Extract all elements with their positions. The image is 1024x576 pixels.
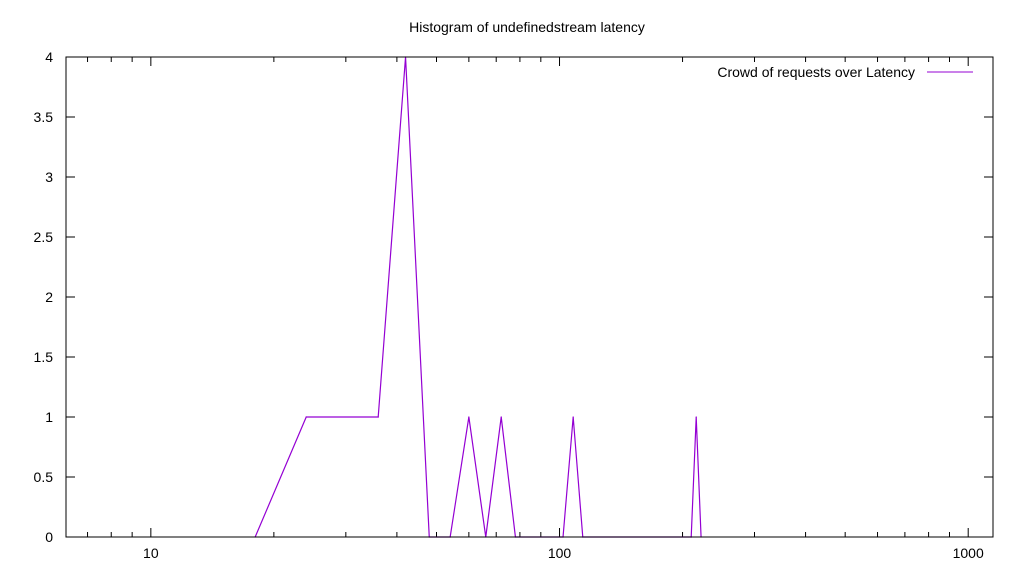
legend: Crowd of requests over Latency — [717, 64, 973, 80]
data-point — [500, 416, 502, 418]
data-point — [695, 416, 697, 418]
y-tick-label: 1.5 — [34, 349, 54, 365]
x-tick-label: 10 — [143, 545, 159, 561]
y-tick-label: 3 — [45, 169, 53, 185]
y-tick-label: 2.5 — [34, 229, 54, 245]
y-tick-label: 4 — [45, 49, 53, 65]
x-tick-label: 1000 — [953, 545, 984, 561]
chart-title: Histogram of undefinedstream latency — [409, 19, 645, 35]
data-point — [305, 416, 307, 418]
y-tick-label: 3.5 — [34, 109, 54, 125]
y-tick-label: 0.5 — [34, 469, 54, 485]
data-point — [572, 416, 574, 418]
y-tick-label: 0 — [45, 529, 53, 545]
legend-label: Crowd of requests over Latency — [717, 64, 915, 80]
y-tick-label: 1 — [45, 409, 53, 425]
y-tick-label: 2 — [45, 289, 53, 305]
data-point — [468, 416, 470, 418]
axis-ticks — [66, 56, 993, 538]
x-tick-label: 100 — [548, 545, 572, 561]
plot-frame — [65, 56, 994, 538]
data-point — [377, 416, 379, 418]
axis-tick-labels: 0 0.5 1 1.5 2 2.5 3 3.5 4 10 100 1000 — [34, 49, 984, 561]
